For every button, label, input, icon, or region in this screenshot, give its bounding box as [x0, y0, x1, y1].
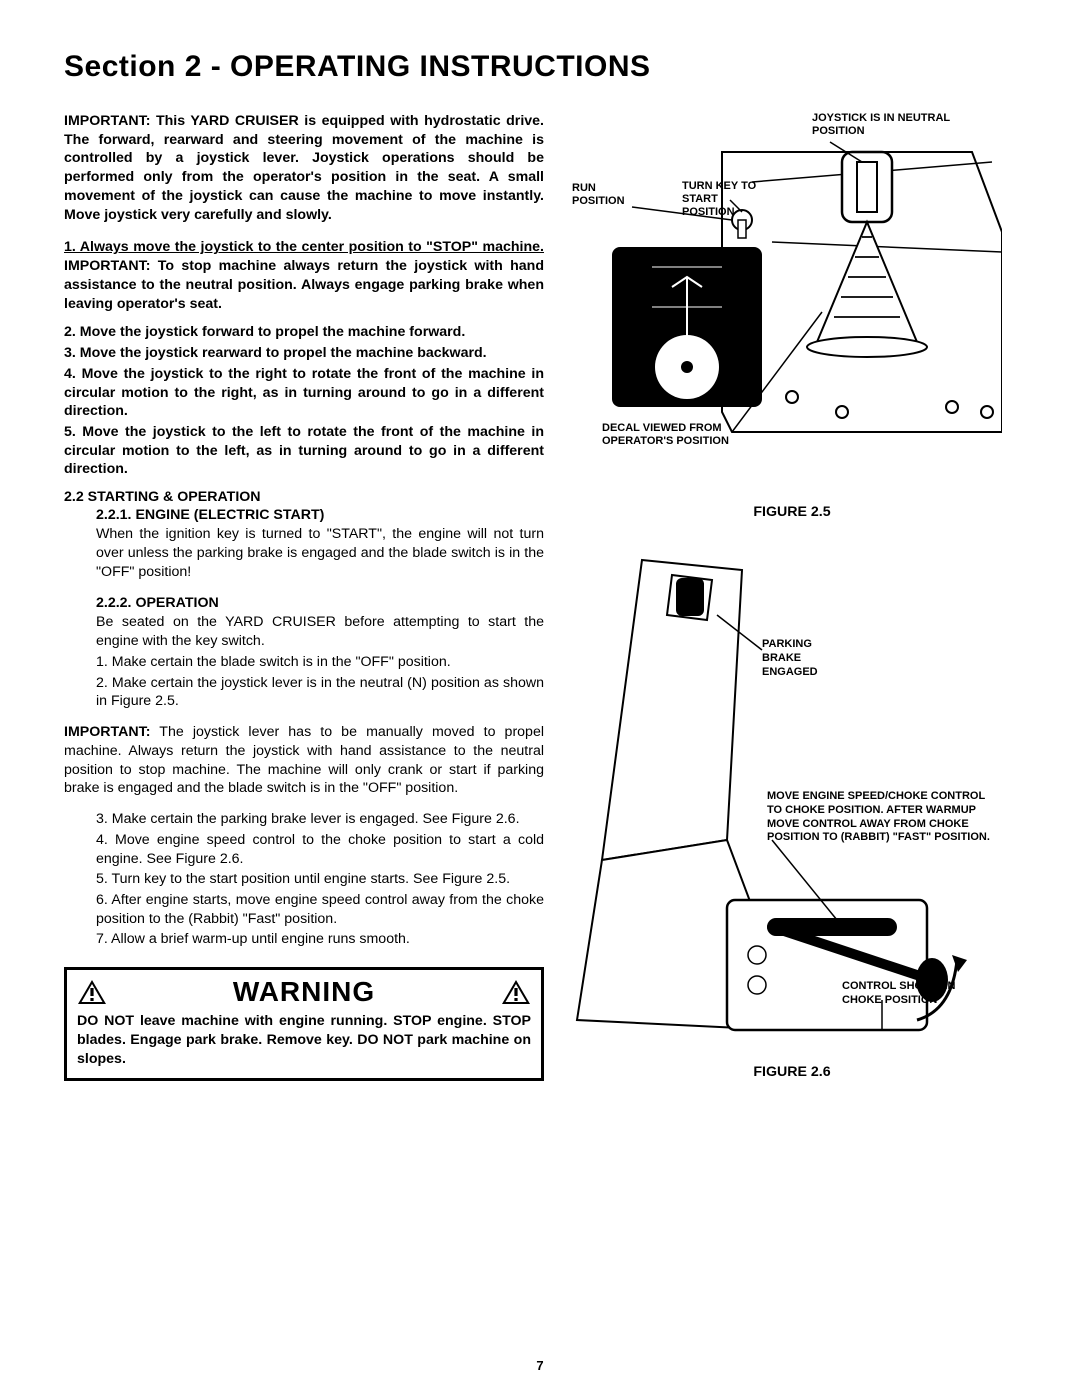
warning-title: WARNING — [233, 976, 375, 1008]
op-step-5: 5. Turn key to the start position until … — [64, 870, 544, 889]
fig25-label-decal: DECAL VIEWED FROM OPERATOR'S POSITION — [602, 422, 782, 448]
right-column: JOYSTICK IS IN NEUTRAL POSITION RUN POSI… — [572, 112, 1012, 1100]
op-step-3: 3. Make certain the parking brake lever … — [64, 810, 544, 829]
page-number: 7 — [0, 1358, 1080, 1373]
joystick-step-4: 4. Move the joystick to the right to rot… — [64, 365, 544, 421]
operation-intro: Be seated on the YARD CRUISER before att… — [64, 613, 544, 650]
fig25-label-turnkey: TURN KEY TO START POSITION — [682, 180, 762, 220]
heading-2-2: 2.2 STARTING & OPERATION — [64, 489, 544, 505]
fig25-label-joystick: JOYSTICK IS IN NEUTRAL POSITION — [812, 112, 962, 138]
op-step-6: 6. After engine starts, move engine spee… — [64, 891, 544, 928]
op-step-4: 4. Move engine speed control to the chok… — [64, 831, 544, 868]
electric-start-text: When the ignition key is turned to "STAR… — [64, 525, 544, 581]
warning-triangle-icon — [501, 979, 531, 1005]
important-intro: IMPORTANT: This YARD CRUISER is equipped… — [64, 112, 544, 224]
heading-2-2-1: 2.2.1. ENGINE (ELECTRIC START) — [64, 507, 544, 523]
op-step-1: 1. Make certain the blade switch is in t… — [64, 653, 544, 672]
important-note-2: IMPORTANT: The joystick lever has to be … — [64, 723, 544, 798]
left-column: IMPORTANT: This YARD CRUISER is equipped… — [64, 112, 544, 1100]
fig26-label-shown: CONTROL SHOWN IN CHOKE POSITION — [842, 980, 982, 1008]
joystick-step-3: 3. Move the joystick rearward to propel … — [64, 344, 544, 363]
fig26-caption: FIGURE 2.6 — [572, 1064, 1012, 1080]
warning-box: WARNING DO NOT leave machine with engine… — [64, 967, 544, 1081]
op-step-7: 7. Allow a brief warm-up until engine ru… — [64, 930, 544, 949]
fig26-label-choke: MOVE ENGINE SPEED/CHOKE CONTROL TO CHOKE… — [767, 790, 1002, 845]
step1-lead: 1. Always move the joystick to the cente… — [64, 239, 544, 255]
warning-triangle-icon — [77, 979, 107, 1005]
fig26-label-brake: PARKING BRAKE ENGAGED — [762, 638, 852, 679]
joystick-step-1: 1. Always move the joystick to the cente… — [64, 238, 544, 313]
fig25-label-run: RUN POSITION — [572, 182, 642, 208]
step1-rest: IMPORTANT: To stop machine always return… — [64, 258, 544, 311]
heading-2-2-2: 2.2.2. OPERATION — [64, 595, 544, 611]
section-title: Section 2 - OPERATING INSTRUCTIONS — [64, 50, 1016, 84]
joystick-step-5: 5. Move the joystick to the left to rota… — [64, 423, 544, 479]
figure-2-5: JOYSTICK IS IN NEUTRAL POSITION RUN POSI… — [572, 112, 1002, 492]
warning-text: DO NOT leave machine with engine running… — [77, 1012, 531, 1068]
fig25-caption: FIGURE 2.5 — [572, 504, 1012, 520]
figure-2-6: PARKING BRAKE ENGAGED MOVE ENGINE SPEED/… — [572, 540, 1002, 1060]
op-step-2: 2. Make certain the joystick lever is in… — [64, 674, 544, 711]
joystick-step-2: 2. Move the joystick forward to propel t… — [64, 323, 544, 342]
important2-lead: IMPORTANT: — [64, 724, 150, 740]
